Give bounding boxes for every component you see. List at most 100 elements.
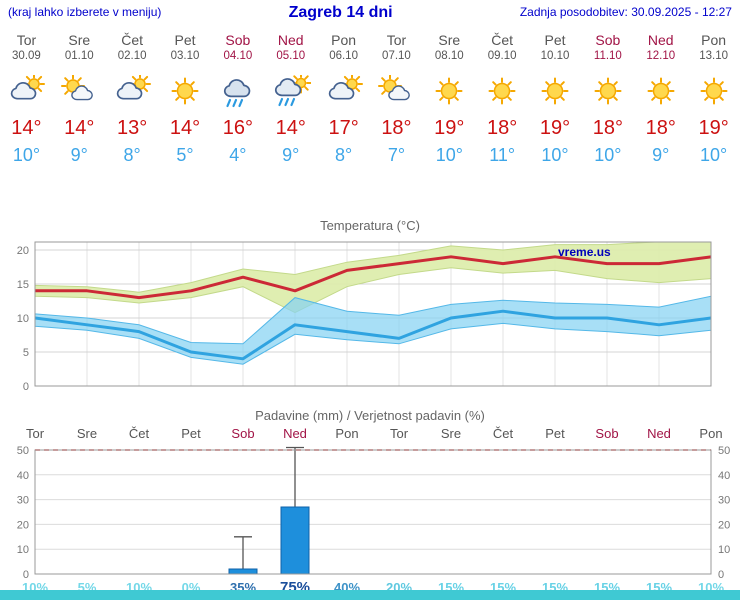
svg-text:0: 0 [23,381,29,393]
day-column[interactable]: Pon 13.10 19° 10° [687,32,740,174]
last-updated: Zadnja posodobitev: 30.09.2025 - 12:27 [519,5,732,19]
temp-min: 10° [699,145,728,165]
svg-text:5: 5 [23,347,29,359]
svg-text:Pet: Pet [545,426,565,441]
day-column[interactable]: Čet 02.10 13° 8° [106,32,159,174]
temp-max: 13° [117,117,148,139]
day-column[interactable]: Pet 10.10 19° 10° [529,32,582,174]
temp-max: 19° [434,117,465,139]
day-name: Sre [438,32,461,48]
svg-text:0: 0 [718,569,724,581]
weather-icon-sun [634,75,687,111]
day-name: Tor [16,32,37,48]
forecast-strip: Tor 30.09 14° 10° Sre 01.10 14° 9° Čet 02.10 13° 8°… [0,26,740,174]
svg-text:Pon: Pon [699,426,722,441]
svg-text:Sre: Sre [441,426,461,441]
day-column[interactable]: Sre 01.10 14° 9° [53,32,106,174]
weather-icon-sun [529,75,582,111]
day-name: Pon [701,32,727,48]
svg-text:10: 10 [718,544,730,556]
day-date: 03.10 [170,50,200,62]
day-column[interactable]: Ned 05.10 14° 9° [264,32,317,174]
svg-text:20: 20 [718,519,730,531]
weather-icon-cloud-sun [0,75,53,111]
weather-icon-rain-sun [264,75,317,111]
temp-min: 9° [70,145,88,165]
day-name: Pet [174,32,196,48]
temp-max: 18° [645,117,676,139]
svg-text:30: 30 [718,495,730,507]
temp-max: 18° [592,117,623,139]
temp-max: 14° [11,117,42,139]
day-date: 12.10 [646,50,676,62]
weather-icon-sun [476,75,529,111]
day-name: Čet [121,32,144,48]
svg-text:20: 20 [17,245,29,257]
day-name: Čet [491,32,514,48]
svg-text:50: 50 [718,445,730,457]
day-date: 02.10 [117,50,147,62]
day-date: 09.10 [487,50,517,62]
temp-min: 10° [541,145,569,165]
precip-bar [228,568,258,575]
svg-text:Padavine (mm) / Verjetnost pad: Padavine (mm) / Verjetnost padavin (%) [255,408,485,423]
day-column[interactable]: Čet 09.10 18° 11° [476,32,529,174]
temp-max: 14° [275,117,306,139]
weather-icon-sun [423,75,476,111]
day-column[interactable]: Sre 08.10 19° 10° [423,32,476,174]
precipitation-chart-svg: Padavine (mm) / Verjetnost padavin (%) To… [17,408,731,596]
temperature-chart-svg: Temperatura (°C) 0 5 10 15 20 vreme.us [17,218,712,393]
day-column[interactable]: Pet 03.10 14° 5° [159,32,212,174]
day-column[interactable]: Tor 07.10 18° 7° [370,32,423,174]
weather-icon-sun [581,75,634,111]
temp-max: 18° [487,117,518,139]
temp-max: 17° [328,117,359,139]
day-column[interactable]: Sob 11.10 18° 10° [581,32,634,174]
weather-icon-sun [687,75,740,111]
day-date: 11.10 [593,50,622,62]
temp-max: 19° [539,117,571,139]
svg-text:15: 15 [17,279,29,291]
day-column[interactable]: Pon 06.10 17° 8° [317,32,370,174]
weather-icon-sun [159,75,212,111]
weather-icon-cloud-sun [106,75,159,111]
temp-min: 9° [282,145,300,165]
day-name: Pet [544,32,566,48]
day-date: 13.10 [699,50,728,62]
day-name: Ned [647,32,674,48]
watermark: vreme.us [558,245,611,259]
temp-max: 18° [381,117,412,139]
svg-text:Pet: Pet [181,426,201,441]
precipitation-chart: Padavine (mm) / Verjetnost padavin (%) To… [0,406,740,600]
day-column[interactable]: Ned 12.10 18° 9° [634,32,687,174]
svg-text:Ned: Ned [283,426,307,441]
svg-text:0: 0 [23,569,29,581]
temp-max: 16° [222,117,253,139]
svg-text:50: 50 [17,445,29,457]
weather-icon-rain [211,75,264,111]
weather-icon-sun-cloud [53,75,106,111]
temp-max: 19° [698,117,729,139]
svg-text:Ned: Ned [647,426,671,441]
day-date: 04.10 [223,50,253,62]
svg-text:40: 40 [17,470,29,482]
svg-text:Čet: Čet [129,426,150,441]
temp-min: 11° [489,145,516,165]
day-column[interactable]: Tor 30.09 14° 10° [0,32,53,174]
weather-icon-sun-cloud [370,75,423,111]
bottom-strip [0,590,740,600]
svg-text:30: 30 [17,495,29,507]
svg-text:Sre: Sre [77,426,97,441]
day-date: 07.10 [382,50,411,62]
svg-text:Čet: Čet [493,426,514,441]
svg-text:Tor: Tor [390,426,409,441]
day-name: Tor [386,32,407,48]
day-name: Sob [595,32,621,48]
day-name: Sob [225,32,251,48]
day-date: 06.10 [329,50,358,62]
svg-text:Pon: Pon [335,426,358,441]
svg-text:10: 10 [17,544,29,556]
day-column[interactable]: Sob 04.10 16° 4° [211,32,264,174]
svg-text:10: 10 [17,313,29,325]
